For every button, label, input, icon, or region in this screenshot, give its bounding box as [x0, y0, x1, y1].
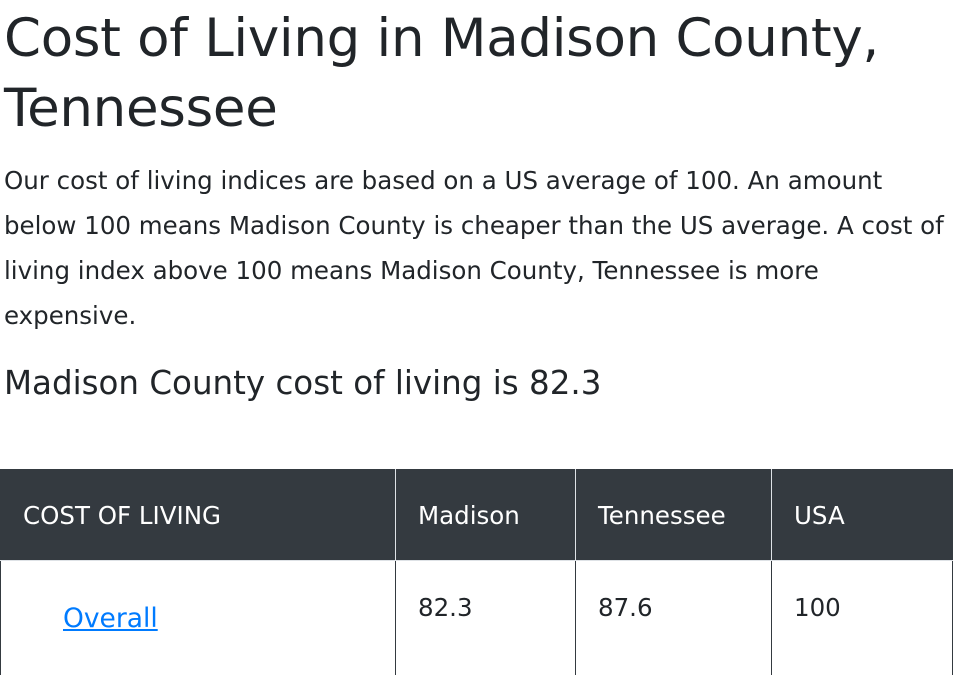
row-label-cell: Overall: [0, 560, 396, 675]
header-cost-of-living: COST OF LIVING: [0, 469, 396, 561]
tennessee-value: 87.6: [575, 560, 772, 675]
page-title: Cost of Living in Madison County, Tennes…: [4, 8, 879, 139]
header-tennessee: Tennessee: [575, 469, 772, 561]
table-header-row: COST OF LIVING Madison Tennessee USA: [0, 469, 953, 561]
header-madison: Madison: [395, 469, 576, 561]
madison-value: 82.3: [395, 560, 576, 675]
cost-of-living-headline: Madison County cost of living is 82.3: [4, 364, 602, 402]
page-content: Cost of Living in Madison County, Tennes…: [4, 0, 956, 407]
header-usa: USA: [771, 469, 953, 561]
usa-value: 100: [771, 560, 953, 675]
intro-paragraph: Our cost of living indices are based on …: [4, 166, 944, 330]
table-row: Overall 82.3 87.6 100: [0, 560, 953, 675]
overall-link[interactable]: Overall: [63, 603, 158, 634]
cost-of-living-table: COST OF LIVING Madison Tennessee USA Ove…: [0, 469, 953, 675]
